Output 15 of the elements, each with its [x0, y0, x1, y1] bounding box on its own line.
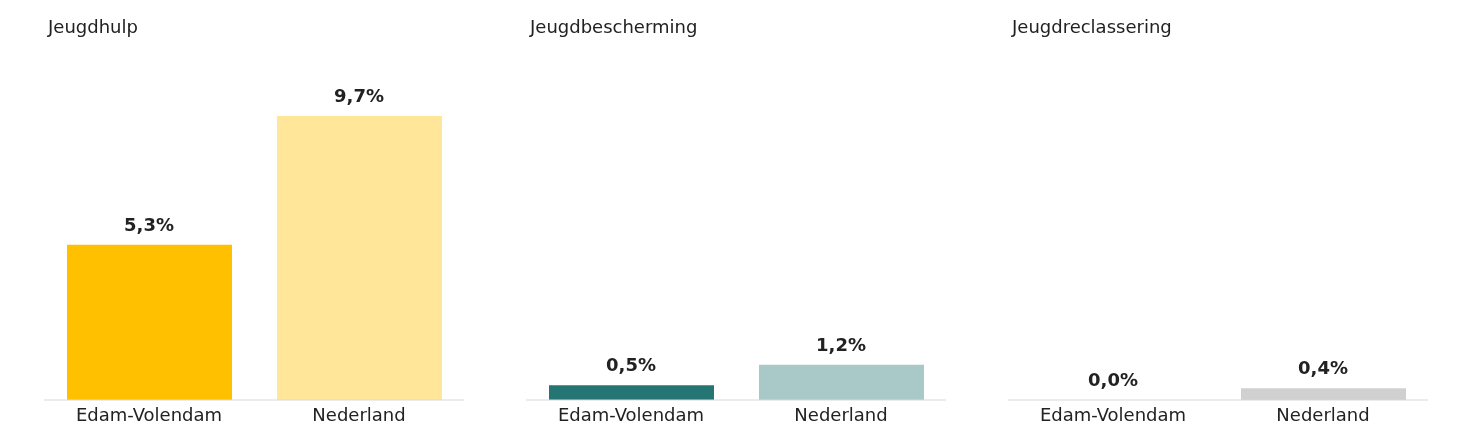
x-tick-label: Edam-Volendam: [557, 403, 705, 425]
x-tick-label: Nederland: [312, 403, 406, 425]
data-label: 5,3%: [124, 213, 174, 235]
data-label: 0,4%: [1298, 357, 1348, 379]
x-tick-label: Edam-Volendam: [1039, 403, 1187, 425]
chart-title: Jeugdhulp: [46, 15, 139, 39]
data-label: 0,5%: [606, 354, 656, 376]
data-label: 0,0%: [1088, 369, 1138, 390]
data-label: 9,7%: [334, 85, 384, 106]
x-tick-label: Nederland: [1276, 403, 1370, 425]
chart-title: Jeugdbescherming: [528, 15, 699, 39]
x-tick-label: Edam-Volendam: [75, 403, 223, 425]
x-tick-label: Nederland: [794, 403, 888, 425]
data-label: 1,2%: [816, 333, 866, 355]
chart-title: Jeugdreclassering: [1010, 15, 1173, 39]
